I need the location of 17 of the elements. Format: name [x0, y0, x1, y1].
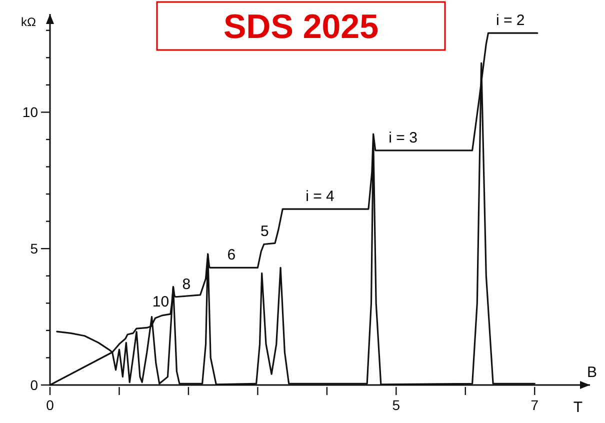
x-tick-label: 7 — [530, 397, 539, 413]
x-tick-label: 0 — [46, 397, 54, 413]
annotation: i = 4 — [306, 188, 334, 206]
x-tick-label: 5 — [392, 397, 400, 413]
y-tick-label: 5 — [30, 240, 38, 257]
text: T — [573, 399, 583, 416]
y-tick-label: 10 — [22, 104, 38, 120]
annotation: 5 — [260, 223, 269, 240]
y-tick-label: 0 — [30, 377, 38, 393]
annotation: i = 3 — [388, 129, 418, 146]
annotation: 8 — [182, 276, 191, 293]
annotation: 10 — [152, 294, 170, 311]
x-axis-title: B — [586, 364, 598, 381]
annotation: 6 — [227, 246, 236, 264]
annotation: i = 2 — [496, 12, 525, 30]
y-axis-title: kΩ — [21, 15, 36, 29]
chart-title: SDS 2025 — [224, 8, 378, 46]
